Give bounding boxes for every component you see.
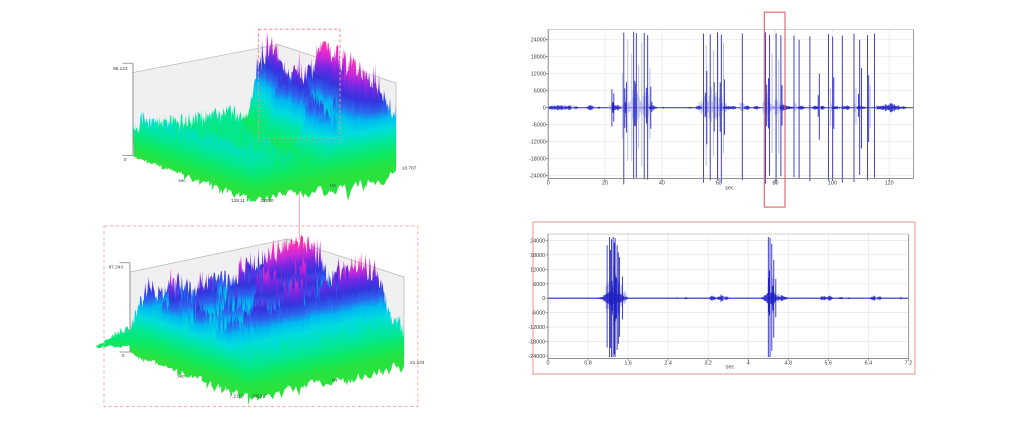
- svg-text:-12000: -12000: [529, 140, 546, 146]
- svg-text:22050: 22050: [260, 198, 273, 203]
- svg-text:24000: 24000: [530, 238, 545, 244]
- svg-text:0: 0: [543, 106, 546, 112]
- svg-text:20: 20: [602, 180, 608, 186]
- svg-text:0: 0: [547, 180, 550, 186]
- svg-text:18000: 18000: [531, 55, 546, 61]
- svg-text:12000: 12000: [530, 267, 545, 273]
- svg-text:6000: 6000: [534, 89, 546, 95]
- svg-text:1.6: 1.6: [624, 360, 632, 366]
- svg-text:0: 0: [124, 157, 127, 162]
- svg-text:0: 0: [122, 353, 125, 358]
- svg-text:0: 0: [542, 296, 545, 302]
- svg-text:120: 120: [885, 180, 894, 186]
- svg-text:4: 4: [747, 360, 750, 366]
- svg-text:10.787: 10.787: [402, 166, 417, 171]
- svg-text:6.4: 6.4: [865, 360, 873, 366]
- svg-text:4.8: 4.8: [785, 360, 793, 366]
- svg-text:2863.1: 2863.1: [252, 394, 267, 399]
- svg-text:24000: 24000: [531, 38, 546, 44]
- svg-text:-24000: -24000: [528, 354, 545, 360]
- svg-text:sec: sec: [725, 186, 734, 192]
- svg-text:0.8: 0.8: [584, 360, 592, 366]
- svg-text:12000: 12000: [531, 72, 546, 78]
- svg-text:86.123: 86.123: [113, 66, 128, 71]
- svg-text:0: 0: [547, 360, 550, 366]
- svg-text:6000: 6000: [533, 282, 545, 288]
- svg-text:60: 60: [716, 180, 722, 186]
- svg-text:5.6: 5.6: [825, 360, 833, 366]
- svg-text:-18000: -18000: [529, 157, 546, 163]
- svg-text:3.2: 3.2: [704, 360, 712, 366]
- svg-text:87.343: 87.343: [109, 265, 124, 270]
- svg-text:Hz: Hz: [332, 378, 338, 383]
- svg-text:18000: 18000: [530, 253, 545, 259]
- svg-text:sec: sec: [726, 364, 735, 370]
- svg-text:sec: sec: [177, 374, 185, 379]
- svg-text:-12000: -12000: [528, 325, 545, 331]
- svg-text:Hz: Hz: [330, 183, 336, 188]
- svg-text:40: 40: [659, 180, 665, 186]
- svg-text:-6000: -6000: [531, 311, 545, 317]
- svg-text:7.2: 7.2: [905, 360, 913, 366]
- svg-text:-18000: -18000: [528, 340, 545, 346]
- svg-text:-6000: -6000: [532, 123, 546, 129]
- svg-text:7.2115: 7.2115: [230, 394, 244, 399]
- svg-text:100: 100: [828, 180, 837, 186]
- svg-text:80: 80: [773, 180, 779, 186]
- svg-text:128.11: 128.11: [231, 198, 245, 203]
- svg-text:2.4: 2.4: [664, 360, 672, 366]
- svg-text:21.533: 21.533: [410, 360, 425, 365]
- svg-text:-24000: -24000: [529, 174, 546, 180]
- svg-text:sec: sec: [178, 178, 186, 183]
